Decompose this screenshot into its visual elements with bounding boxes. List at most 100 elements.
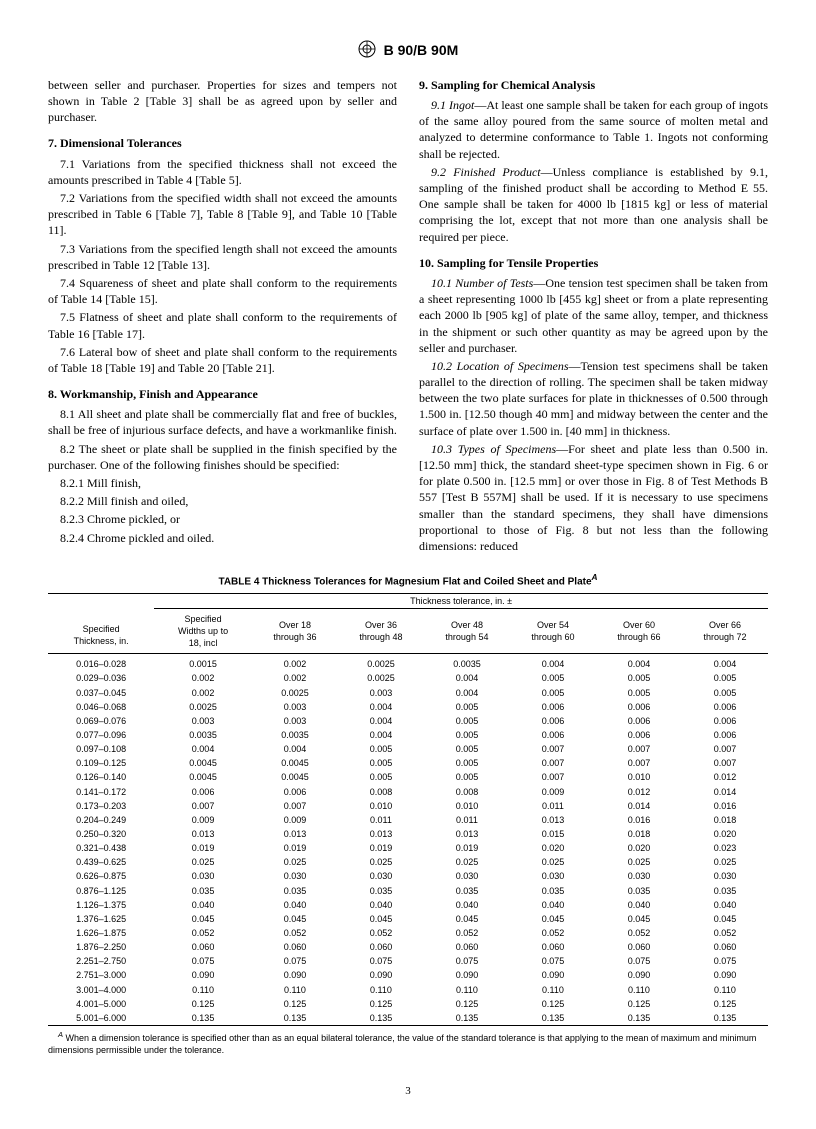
table-cell: 0.007 <box>510 742 596 756</box>
table-cell: 0.052 <box>424 926 510 940</box>
body-columns: between seller and purchaser. Properties… <box>48 77 768 556</box>
table-cell: 0.125 <box>252 997 338 1011</box>
table-cell: 0.030 <box>510 869 596 883</box>
table-cell: 0.006 <box>596 700 682 714</box>
table-cell: 0.135 <box>424 1011 510 1026</box>
table-cell: 0.250–0.320 <box>48 827 154 841</box>
table-cell: 0.005 <box>338 770 424 784</box>
table-row: 0.439–0.6250.0250.0250.0250.0250.0250.02… <box>48 855 768 869</box>
table-cell: 0.012 <box>682 770 768 784</box>
table-cell: 0.125 <box>596 997 682 1011</box>
table-cell: 0.007 <box>596 756 682 770</box>
table-cell: 0.040 <box>510 898 596 912</box>
table-cell: 0.005 <box>424 742 510 756</box>
table-cell: 0.110 <box>596 983 682 997</box>
table-cell: 0.005 <box>338 756 424 770</box>
table-cell: 0.046–0.068 <box>48 700 154 714</box>
table-cell: 0.005 <box>510 671 596 685</box>
table-cell: 0.0035 <box>424 654 510 672</box>
table-cell: 0.040 <box>596 898 682 912</box>
table-cell: 0.010 <box>596 770 682 784</box>
p-7-1: 7.1 Variations from the specified thickn… <box>48 156 397 188</box>
table-row: 0.046–0.0680.00250.0030.0040.0050.0060.0… <box>48 700 768 714</box>
table-4-title-sup: A <box>592 572 598 582</box>
table-cell: 4.001–5.000 <box>48 997 154 1011</box>
document-header: B 90/B 90M <box>48 40 768 63</box>
table-cell: 0.016–0.028 <box>48 654 154 672</box>
p-7-2: 7.2 Variations from the specified width … <box>48 190 397 239</box>
table-cell: 0.002 <box>154 686 252 700</box>
table-cell: 0.006 <box>510 700 596 714</box>
table-cell: 0.0035 <box>154 728 252 742</box>
table-cell: 0.007 <box>154 799 252 813</box>
table-cell: 0.876–1.125 <box>48 884 154 898</box>
table-cell: 0.045 <box>596 912 682 926</box>
table-cell: 0.626–0.875 <box>48 869 154 883</box>
table-4: Specified Thickness, in. Thickness toler… <box>48 593 768 1026</box>
table-cell: 0.030 <box>154 869 252 883</box>
p-8-2-1: 8.2.1 Mill finish, <box>48 475 397 491</box>
table-cell: 0.135 <box>154 1011 252 1026</box>
p-8-2-3: 8.2.3 Chrome pickled, or <box>48 511 397 527</box>
table-row: 0.204–0.2490.0090.0090.0110.0110.0130.01… <box>48 813 768 827</box>
p-8-2-4: 8.2.4 Chrome pickled and oiled. <box>48 530 397 546</box>
p-10-1-label: 10.1 Number of Tests <box>431 276 533 290</box>
table-cell: 0.004 <box>338 728 424 742</box>
table-cell: 2.251–2.750 <box>48 954 154 968</box>
table-row: 1.126–1.3750.0400.0400.0400.0400.0400.04… <box>48 898 768 912</box>
table-cell: 0.321–0.438 <box>48 841 154 855</box>
table-cell: 0.035 <box>338 884 424 898</box>
table-4-title: TABLE 4 Thickness Tolerances for Magnesi… <box>48 572 768 589</box>
designation: B 90/B 90M <box>384 42 459 58</box>
col-2: Over 36 through 48 <box>338 608 424 653</box>
table-cell: 0.004 <box>154 742 252 756</box>
table-cell: 0.090 <box>252 968 338 982</box>
table-cell: 0.006 <box>154 785 252 799</box>
table-cell: 0.125 <box>510 997 596 1011</box>
col-span-title: Thickness tolerance, in. ± <box>154 593 768 608</box>
table-cell: 0.040 <box>252 898 338 912</box>
table-cell: 0.003 <box>154 714 252 728</box>
table-cell: 0.075 <box>596 954 682 968</box>
table-cell: 0.0035 <box>252 728 338 742</box>
table-cell: 0.045 <box>154 912 252 926</box>
p-8-2-2: 8.2.2 Mill finish and oiled, <box>48 493 397 509</box>
p-10-3-label: 10.3 Types of Specimens <box>431 442 556 456</box>
table-cell: 0.004 <box>338 714 424 728</box>
table-cell: 0.020 <box>510 841 596 855</box>
table-cell: 0.077–0.096 <box>48 728 154 742</box>
section-10-title: 10. Sampling for Tensile Properties <box>419 255 768 271</box>
table-cell: 0.004 <box>424 686 510 700</box>
table-cell: 0.0015 <box>154 654 252 672</box>
table-cell: 0.025 <box>510 855 596 869</box>
table-cell: 5.001–6.000 <box>48 1011 154 1026</box>
table-cell: 0.007 <box>510 770 596 784</box>
table-cell: 0.110 <box>510 983 596 997</box>
p-8-2: 8.2 The sheet or plate shall be supplied… <box>48 441 397 473</box>
table-cell: 0.135 <box>252 1011 338 1026</box>
table-cell: 0.030 <box>682 869 768 883</box>
col-4: Over 54 through 60 <box>510 608 596 653</box>
p-7-4: 7.4 Squareness of sheet and plate shall … <box>48 275 397 307</box>
table-4-block: TABLE 4 Thickness Tolerances for Magnesi… <box>48 572 768 1056</box>
table-cell: 0.035 <box>510 884 596 898</box>
table-cell: 0.052 <box>154 926 252 940</box>
table-cell: 0.090 <box>338 968 424 982</box>
table-cell: 0.052 <box>682 926 768 940</box>
table-row: 1.376–1.6250.0450.0450.0450.0450.0450.04… <box>48 912 768 926</box>
table-cell: 0.060 <box>510 940 596 954</box>
table-cell: 0.045 <box>252 912 338 926</box>
table-cell: 0.090 <box>424 968 510 982</box>
table-cell: 0.045 <box>424 912 510 926</box>
table-cell: 0.045 <box>338 912 424 926</box>
table-row: 0.626–0.8750.0300.0300.0300.0300.0300.03… <box>48 869 768 883</box>
table-cell: 0.005 <box>424 728 510 742</box>
table-cell: 0.060 <box>682 940 768 954</box>
table-cell: 0.004 <box>252 742 338 756</box>
table-row: 0.141–0.1720.0060.0060.0080.0080.0090.01… <box>48 785 768 799</box>
table-row: 1.876–2.2500.0600.0600.0600.0600.0600.06… <box>48 940 768 954</box>
table-cell: 0.005 <box>338 742 424 756</box>
table-cell: 0.075 <box>338 954 424 968</box>
table-cell: 0.069–0.076 <box>48 714 154 728</box>
table-cell: 0.019 <box>338 841 424 855</box>
